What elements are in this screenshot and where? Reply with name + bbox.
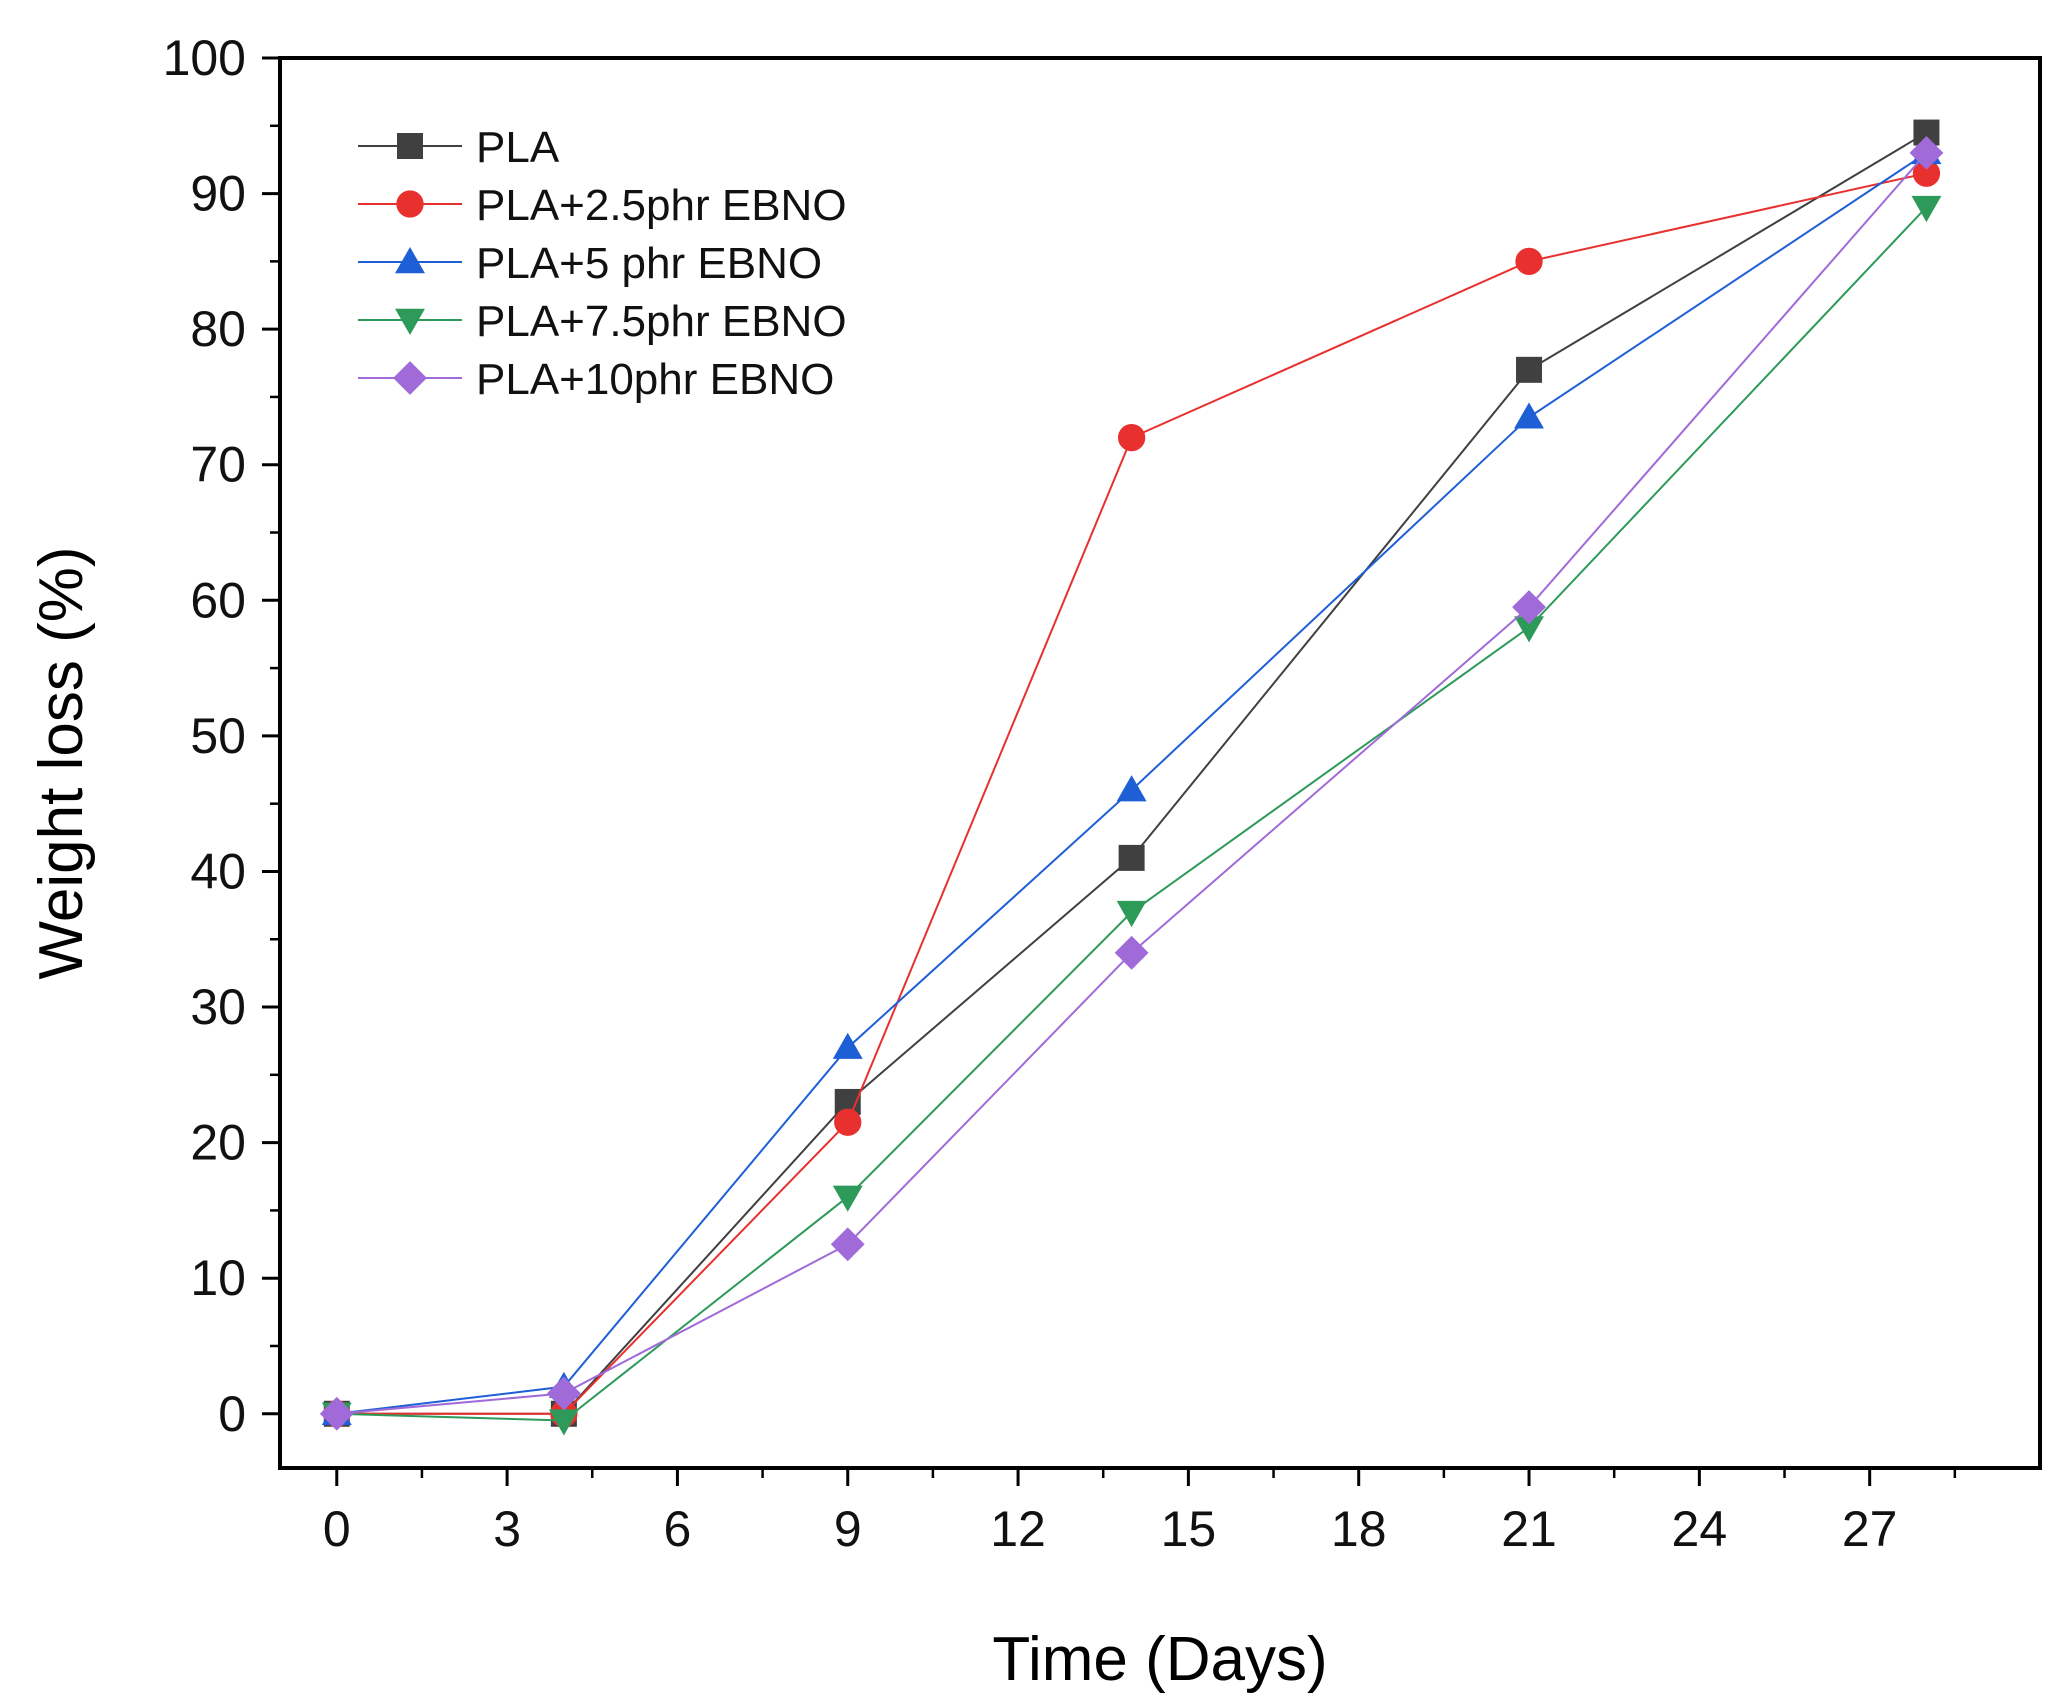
legend-marker	[396, 190, 424, 218]
data-point	[548, 1409, 579, 1436]
series-line	[336, 152, 1928, 1415]
data-point	[832, 1032, 863, 1059]
legend: PLA PLA+2.5phr EBNO PLA+5 phr EBNO PLA+7.5p…	[358, 123, 847, 404]
y-tick-label: 0	[218, 1386, 246, 1442]
data-point	[1515, 247, 1543, 276]
legend-entry-5: PLA+10phr EBNO	[358, 355, 834, 404]
y-tick-label: 50	[190, 708, 246, 764]
x-tick-label: 27	[1842, 1501, 1898, 1557]
data-point	[1117, 423, 1146, 452]
y-tick-label: 20	[190, 1115, 246, 1171]
series-4	[321, 195, 1942, 1436]
y-tick-label: 10	[190, 1250, 246, 1306]
legend-label: PLA+2.5phr EBNO	[476, 181, 847, 230]
plot-frame	[278, 56, 2042, 1470]
y-tick-label: 30	[190, 979, 246, 1035]
data-point	[319, 1396, 354, 1431]
data-point	[1911, 195, 1942, 223]
x-tick-label: 0	[323, 1501, 351, 1557]
data-point	[1512, 590, 1546, 624]
legend-entry-2: PLA+2.5phr EBNO	[358, 181, 847, 230]
legend-label: PLA+10phr EBNO	[476, 355, 834, 404]
data-point	[1912, 159, 1941, 187]
data-point	[1514, 616, 1544, 643]
y-tick-label: 60	[190, 572, 246, 628]
legend-label: PLA	[476, 123, 560, 172]
x-tick-label: 24	[1672, 1501, 1728, 1557]
legend-entry-1: PLA	[358, 123, 560, 172]
series-line	[336, 152, 1928, 1415]
data-point	[830, 1227, 865, 1262]
data-point	[546, 1376, 581, 1411]
y-tick-label: 80	[190, 301, 246, 357]
x-tick-label: 6	[664, 1501, 692, 1557]
legend-marker	[395, 308, 425, 335]
series-layer	[319, 119, 1944, 1436]
legend-entry-4: PLA+7.5phr EBNO	[358, 297, 847, 346]
x-tick-label: 21	[1501, 1501, 1557, 1557]
data-point	[1116, 900, 1147, 928]
x-tick-label: 15	[1161, 1501, 1217, 1557]
legend-label: PLA+5 phr EBNO	[476, 239, 822, 288]
data-point	[1116, 775, 1147, 802]
y-tick-label: 90	[190, 166, 246, 222]
legend-marker	[395, 247, 425, 274]
data-point	[1516, 356, 1543, 383]
data-point	[834, 1108, 862, 1136]
y-tick-label: 40	[190, 843, 246, 899]
y-tick-label: 100	[163, 30, 246, 86]
y-tick-label: 70	[190, 437, 246, 493]
x-axis-title: Time (Days)	[992, 1625, 1327, 1694]
series-line	[336, 206, 1928, 1422]
x-tick-label: 18	[1331, 1501, 1387, 1557]
axes-layer: 0 3 6 9 12 15 18 21 24 27 0 10 20 30 40 50 60 70 80 90 100	[163, 30, 2042, 1557]
data-point	[1114, 935, 1149, 970]
x-tick-label: 12	[990, 1501, 1046, 1557]
legend-label: PLA+7.5phr EBNO	[476, 297, 847, 346]
legend-entry-3: PLA+5 phr EBNO	[358, 239, 822, 288]
y-axis-title: Weight loss (%)	[27, 547, 96, 980]
series-line	[336, 172, 1927, 1415]
series-5	[319, 136, 1944, 1431]
x-tick-label: 9	[834, 1501, 862, 1557]
legend-marker	[393, 361, 427, 395]
x-tick-label: 3	[493, 1501, 521, 1557]
legend-marker	[397, 133, 423, 159]
data-point	[832, 1185, 863, 1212]
data-point	[1514, 402, 1544, 429]
data-point	[1118, 844, 1145, 871]
data-point	[1909, 136, 1944, 170]
